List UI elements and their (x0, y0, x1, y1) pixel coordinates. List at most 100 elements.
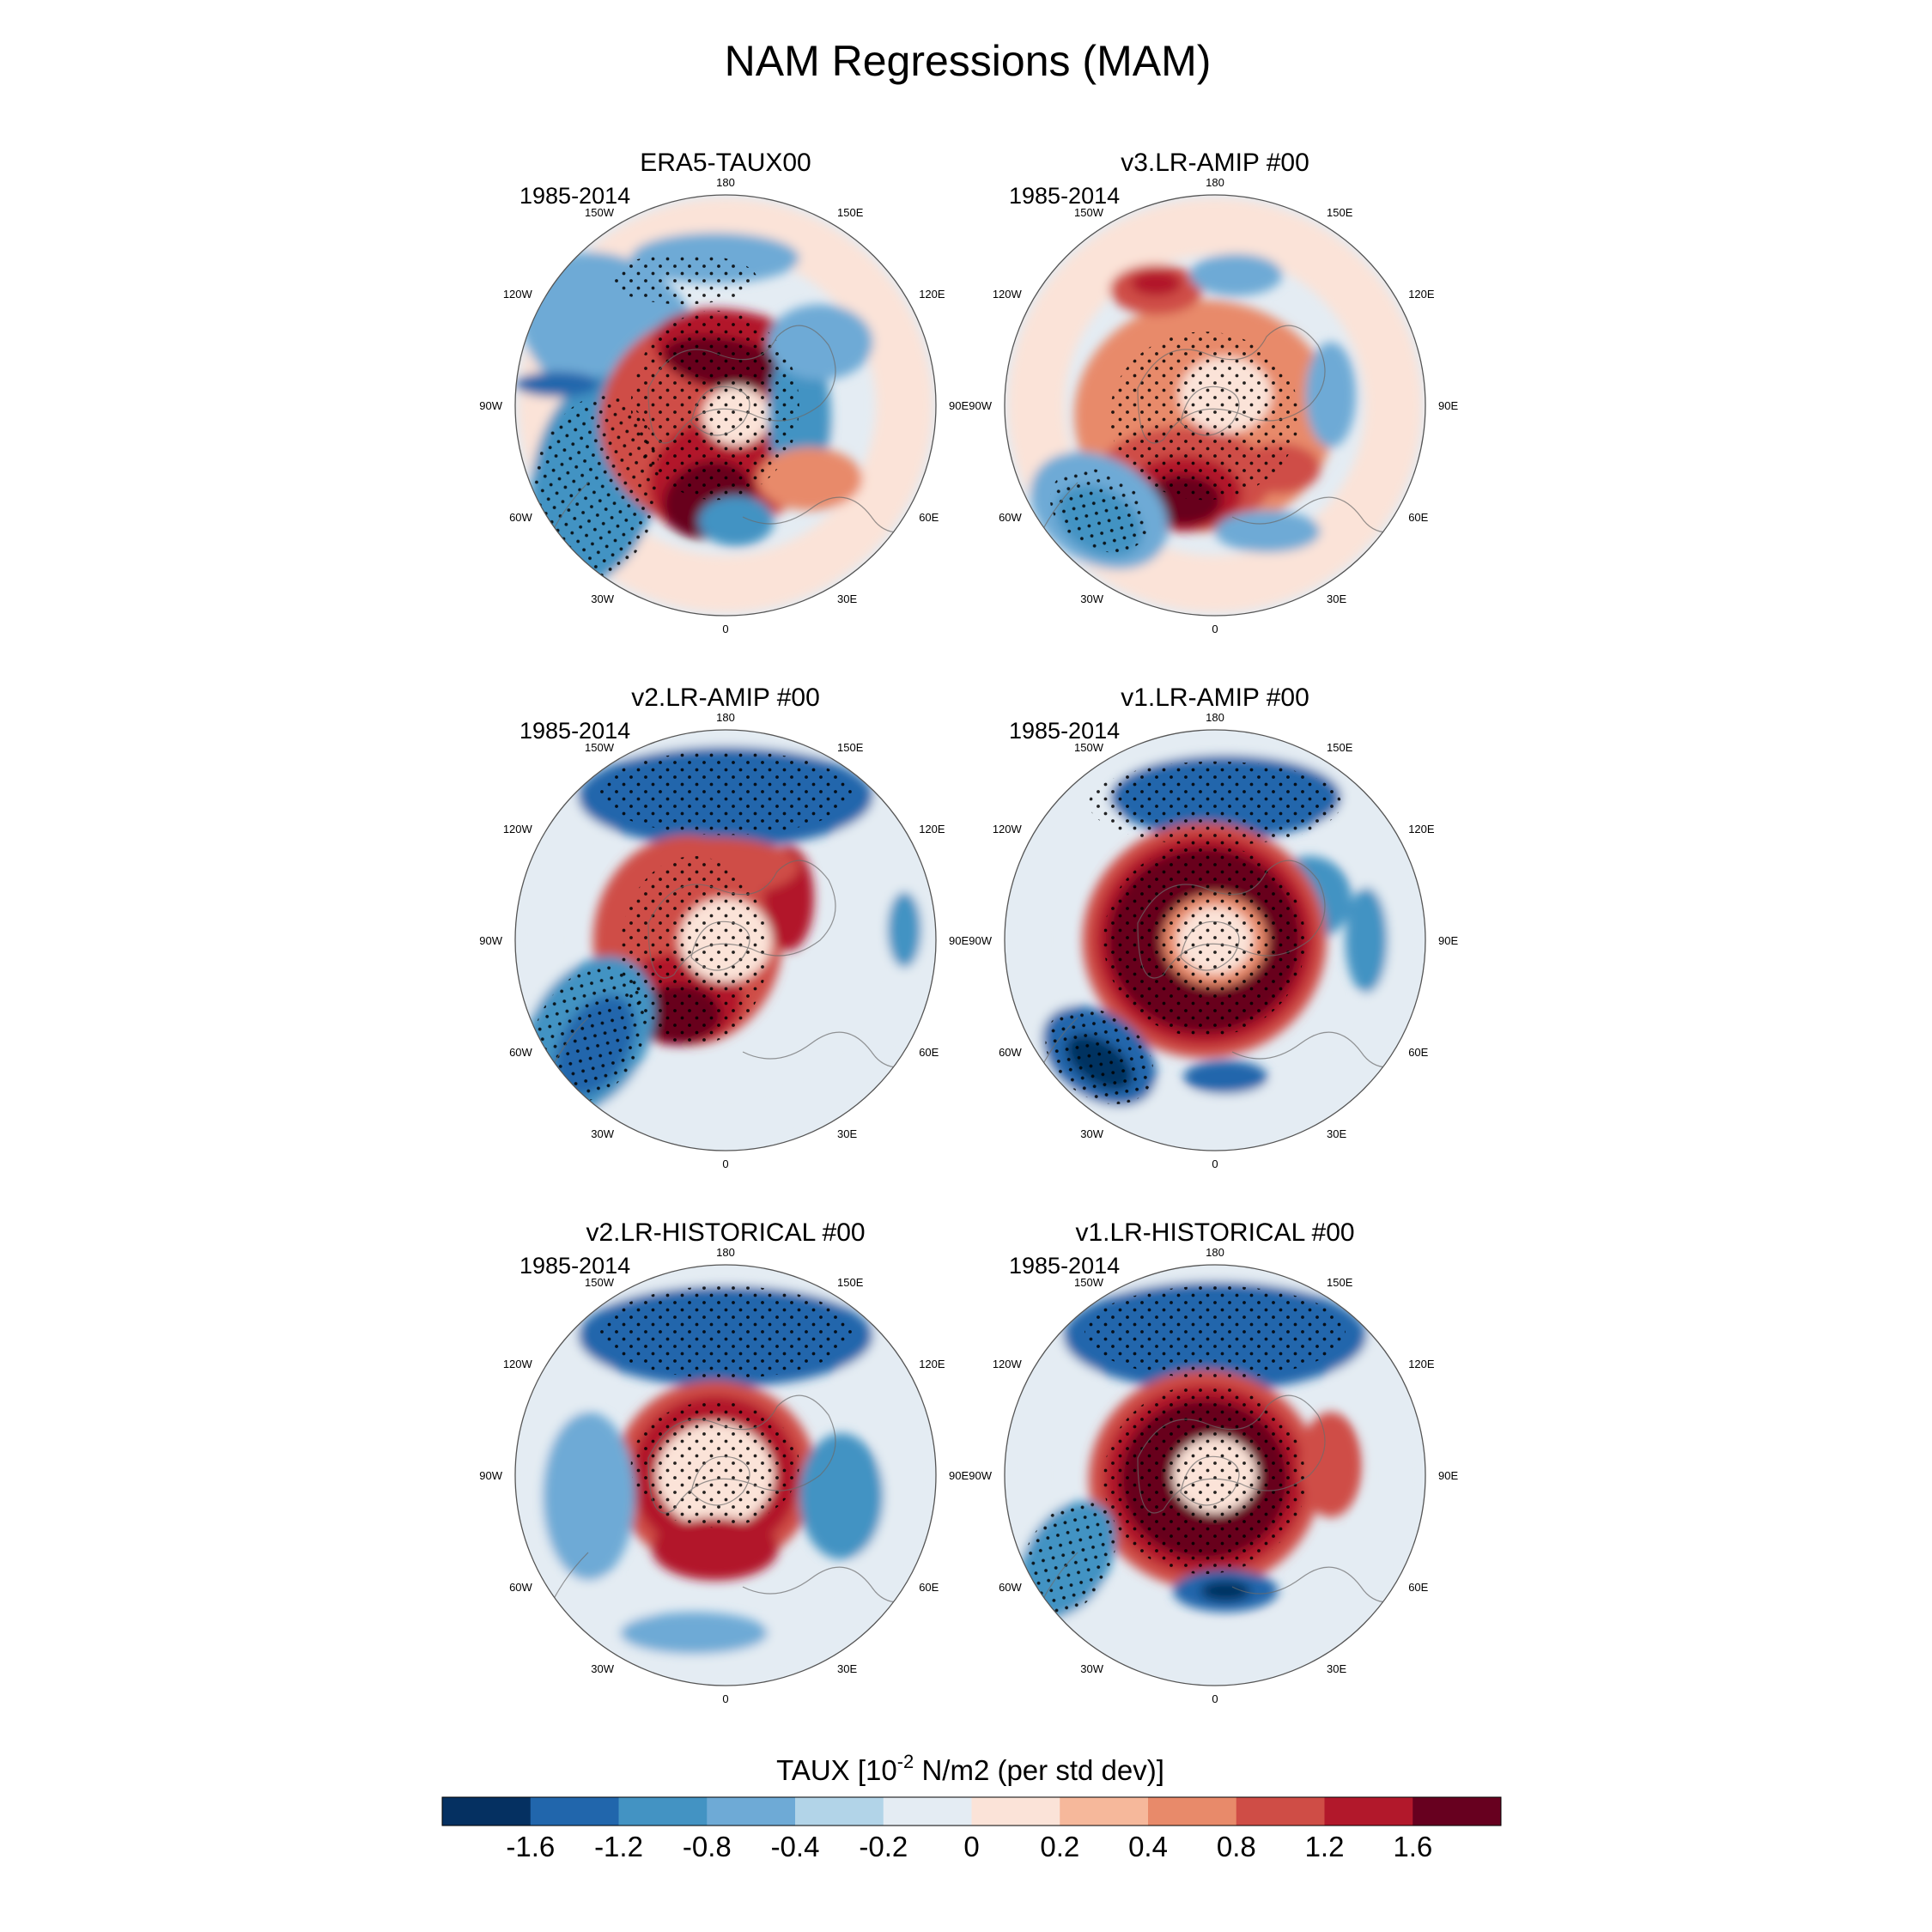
taux-field (1005, 1265, 1425, 1686)
lon-30w-label: 30W (1080, 1127, 1103, 1140)
lon-30w-label: 30W (591, 1662, 614, 1675)
field-anomaly (698, 495, 775, 547)
taux-field (515, 195, 936, 616)
map-panel: ERA5-TAUX00 1985-2014 180 150E 120E 90E 60E 30E… (479, 149, 969, 635)
field-anomaly (1215, 510, 1321, 553)
lon-90w-label: 90W (479, 1469, 502, 1482)
colorbar-swatch (1148, 1797, 1237, 1826)
map-panel: v2.LR-HISTORICAL #00 1985-2014 180 150E 120E… (479, 1218, 969, 1705)
panel-period: 1985-2014 (519, 183, 630, 209)
taux-field (515, 730, 936, 1151)
lon-150e-label: 150E (837, 741, 864, 754)
lon-150w-label: 150W (1074, 1276, 1104, 1289)
lon-90e-label: 90E (1438, 934, 1458, 947)
significance-stipple (599, 750, 852, 835)
colorbar-tick-label: -0.8 (683, 1831, 732, 1862)
significance-stipple (599, 1285, 852, 1379)
field-anomaly (1183, 1060, 1268, 1094)
lon-60e-label: 60E (919, 1581, 939, 1594)
panel-title: v2.LR-AMIP #00 (631, 683, 820, 712)
panel-period: 1985-2014 (1009, 718, 1120, 744)
colorbar-tick-label: -1.2 (594, 1831, 643, 1862)
lon-180-label: 180 (1206, 1246, 1224, 1259)
colorbar-swatch (1236, 1797, 1325, 1826)
panel-period: 1985-2014 (519, 718, 630, 744)
lon-60w-label: 60W (509, 511, 532, 524)
lon-60w-label: 60W (509, 1581, 532, 1594)
lon-60e-label: 60E (919, 1046, 939, 1059)
field-anomaly (1131, 270, 1182, 296)
lon-90w-label: 90W (969, 1469, 992, 1482)
field-anomaly (1200, 1580, 1251, 1601)
significance-stipple (630, 1401, 799, 1528)
lon-30w-label: 30W (591, 592, 614, 605)
field-anomaly (1305, 342, 1357, 447)
lon-120e-label: 120E (1408, 1358, 1435, 1370)
lon-120e-label: 120E (1408, 288, 1435, 301)
lon-30e-label: 30E (1327, 592, 1346, 605)
lon-60e-label: 60E (919, 511, 939, 524)
lon-120e-label: 120E (1408, 823, 1435, 835)
colorbar-swatch (795, 1797, 884, 1826)
field-ring (518, 197, 933, 613)
colorbar-title: TAUX [10-2 N/m2 (per std dev)] (776, 1751, 1164, 1786)
significance-stipple (1103, 843, 1306, 1037)
colorbar-tick-label: -1.6 (506, 1831, 555, 1862)
lon-120w-label: 120W (993, 288, 1023, 301)
colorbar-swatch (883, 1797, 972, 1826)
colorbar-ticks: -1.6 -1.2 -0.8 -0.4 -0.2 0 0.2 0.4 0.8 1.2 1.6 (506, 1831, 1432, 1862)
lon-30w-label: 30W (1080, 592, 1103, 605)
lon-120w-label: 120W (503, 823, 533, 835)
lon-90e-label: 90E (1438, 1469, 1458, 1482)
map-panel: v1.LR-HISTORICAL #00 1985-2014 180 150E 120E… (969, 1218, 1458, 1705)
lon-90w-label: 90W (969, 399, 992, 412)
colorbar: TAUX [10-2 N/m2 (per std dev)] -1.6 -1.2 -… (441, 1751, 1502, 1862)
lon-30e-label: 30E (837, 1662, 857, 1675)
significance-stipple (531, 395, 659, 584)
lon-180-label: 180 (716, 711, 735, 724)
map-outline (1004, 194, 1426, 617)
lon-60e-label: 60E (1408, 511, 1428, 524)
map-outline (1004, 729, 1426, 1151)
colorbar-tick-label: 0.2 (1040, 1831, 1079, 1862)
colorbar-tick-label: 0.8 (1217, 1831, 1256, 1862)
field-anomaly (620, 1612, 768, 1655)
lon-30e-label: 30E (1327, 1127, 1346, 1140)
lon-150e-label: 150E (837, 206, 864, 219)
panels: ERA5-TAUX00 1985-2014 180 150E 120E 90E 60E 30E… (479, 149, 1458, 1705)
field-anomaly (542, 1412, 635, 1581)
significance-stipple (620, 856, 768, 1046)
lon-150e-label: 150E (837, 1276, 864, 1289)
panel-title: v3.LR-AMIP #00 (1121, 149, 1309, 177)
taux-field (1005, 730, 1425, 1151)
lon-90e-label: 90E (949, 1469, 969, 1482)
field-anomaly (1299, 1412, 1363, 1517)
lon-90w-label: 90W (479, 399, 502, 412)
lon-60w-label: 60W (999, 1046, 1022, 1059)
lon-120w-label: 120W (993, 1358, 1023, 1370)
colorbar-swatch (442, 1797, 532, 1826)
panel-period: 1985-2014 (519, 1253, 630, 1279)
lon-180-label: 180 (1206, 711, 1224, 724)
taux-field (1005, 195, 1425, 616)
significance-stipple (1019, 1500, 1116, 1619)
lon-90e-label: 90E (949, 934, 969, 947)
panel-title: v1.LR-HISTORICAL #00 (1075, 1218, 1354, 1247)
lon-150e-label: 150E (1327, 206, 1353, 219)
panel-title: v2.LR-HISTORICAL #00 (586, 1218, 865, 1247)
lon-30e-label: 30E (837, 592, 857, 605)
colorbar-swatch (530, 1797, 619, 1826)
lon-60w-label: 60W (509, 1046, 532, 1059)
colorbar-tick-label: 0.4 (1128, 1831, 1168, 1862)
colorbar-tick-label: 1.2 (1305, 1831, 1345, 1862)
lon-150w-label: 150W (585, 206, 615, 219)
lon-0-label: 0 (722, 623, 728, 635)
colorbar-tick-label: -0.4 (771, 1831, 820, 1862)
lon-120e-label: 120E (919, 288, 945, 301)
colorbar-frame (441, 1796, 1502, 1826)
lon-30w-label: 30W (591, 1127, 614, 1140)
colorbar-tick-label: 1.6 (1393, 1831, 1432, 1862)
colorbar-tick-label: 0 (963, 1831, 979, 1862)
field-anomaly (756, 447, 863, 511)
